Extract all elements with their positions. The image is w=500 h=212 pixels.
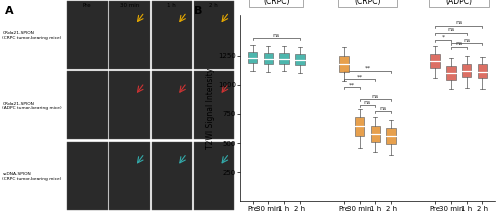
FancyBboxPatch shape <box>355 117 364 136</box>
Text: **: ** <box>348 82 355 87</box>
FancyBboxPatch shape <box>110 142 150 210</box>
Y-axis label: T2WI Signal Intensity: T2WI Signal Intensity <box>206 67 215 149</box>
FancyBboxPatch shape <box>152 71 192 139</box>
FancyBboxPatch shape <box>110 1 150 68</box>
Text: CRda21-SPION
(CRPC): CRda21-SPION (CRPC) <box>340 0 396 6</box>
FancyBboxPatch shape <box>430 54 440 68</box>
Text: ssDNA-SPION
(CRPC tumor-bearing mice): ssDNA-SPION (CRPC tumor-bearing mice) <box>2 172 62 181</box>
Text: ssDNA-SPION
(CRPC): ssDNA-SPION (CRPC) <box>251 0 302 6</box>
FancyBboxPatch shape <box>280 53 289 64</box>
Text: **: ** <box>356 74 363 79</box>
FancyBboxPatch shape <box>67 142 108 210</box>
Text: B: B <box>194 6 202 15</box>
Text: ns: ns <box>272 33 280 38</box>
FancyBboxPatch shape <box>110 71 150 139</box>
Text: ns: ns <box>455 41 462 46</box>
Text: CRda21-SPION
(CRPC tumor-bearing mice): CRda21-SPION (CRPC tumor-bearing mice) <box>2 31 62 40</box>
Text: ns: ns <box>448 27 454 32</box>
FancyBboxPatch shape <box>248 52 258 63</box>
FancyBboxPatch shape <box>152 1 192 68</box>
FancyBboxPatch shape <box>67 1 108 68</box>
Text: CRda21-SPION
(ADPC tumor-bearing mice): CRda21-SPION (ADPC tumor-bearing mice) <box>2 102 62 110</box>
FancyBboxPatch shape <box>194 1 234 68</box>
FancyBboxPatch shape <box>194 71 234 139</box>
FancyBboxPatch shape <box>264 53 273 64</box>
FancyBboxPatch shape <box>386 128 396 144</box>
FancyBboxPatch shape <box>446 66 456 80</box>
Text: 2 h: 2 h <box>210 3 218 8</box>
FancyBboxPatch shape <box>152 142 192 210</box>
Text: Pre: Pre <box>82 3 92 8</box>
FancyBboxPatch shape <box>478 64 487 78</box>
FancyBboxPatch shape <box>370 126 380 142</box>
FancyBboxPatch shape <box>67 71 108 139</box>
Text: *: * <box>442 34 444 39</box>
FancyBboxPatch shape <box>295 54 304 65</box>
Text: ns: ns <box>380 106 387 111</box>
FancyBboxPatch shape <box>339 56 348 72</box>
Text: ns: ns <box>364 100 371 105</box>
FancyBboxPatch shape <box>194 142 234 210</box>
FancyBboxPatch shape <box>462 64 471 77</box>
Text: 30 min: 30 min <box>120 3 139 8</box>
Text: ns: ns <box>463 38 470 43</box>
Text: ns: ns <box>455 20 462 25</box>
Text: 1 h: 1 h <box>167 3 176 8</box>
Text: ns: ns <box>372 94 379 99</box>
Text: **: ** <box>364 66 370 71</box>
Text: CRda21-SPION
(ADPC): CRda21-SPION (ADPC) <box>431 0 486 6</box>
Text: A: A <box>4 6 14 16</box>
